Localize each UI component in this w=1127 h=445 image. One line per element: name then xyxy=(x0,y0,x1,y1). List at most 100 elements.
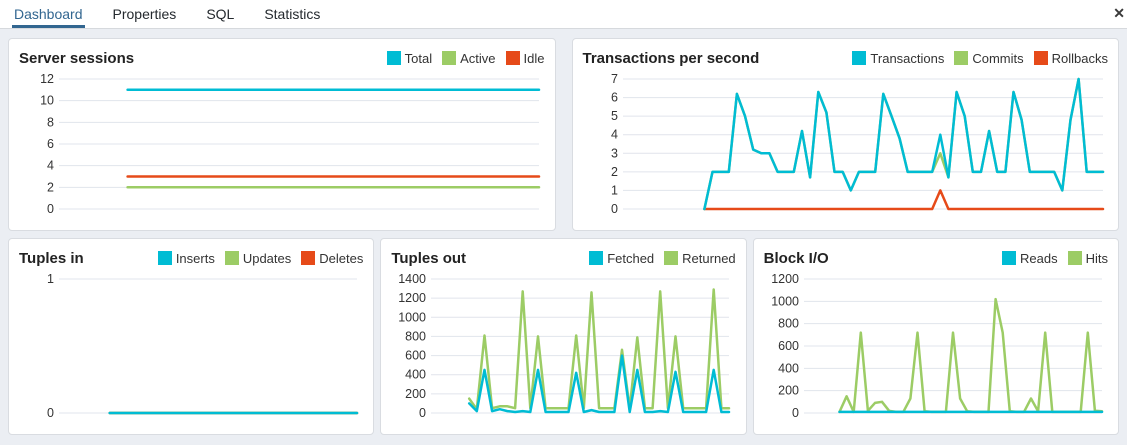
legend-label: Updates xyxy=(242,250,292,266)
chart-row-top: Server sessions Total Active Idle 0 2 4 6 8 10 1… xyxy=(8,38,1119,231)
legend: Fetched Returned xyxy=(589,250,736,266)
legend-swatch-transactions xyxy=(852,51,867,65)
legend-label: Transactions xyxy=(870,50,945,66)
series-fetched xyxy=(468,354,731,414)
svg-text:1200: 1200 xyxy=(399,291,427,305)
legend-label: Inserts xyxy=(175,250,215,266)
legend-item-rollbacks: Rollbacks xyxy=(1033,50,1108,66)
svg-text:4: 4 xyxy=(47,159,54,173)
legend-label: Reads xyxy=(1020,250,1058,266)
tuples-out-svg: 0 200 400 600 800 1000 1200 1400 xyxy=(399,272,731,420)
panel-title: Block I/O xyxy=(763,249,829,267)
legend-label: Idle xyxy=(523,50,545,66)
legend-item-idle: Idle xyxy=(505,50,545,66)
legend: Inserts Updates Deletes xyxy=(157,250,363,266)
server-sessions-svg: 0 2 4 6 8 10 12 xyxy=(40,72,541,216)
svg-text:0: 0 xyxy=(792,406,799,420)
tab-strip: Dashboard Properties SQL Statistics xyxy=(12,0,348,28)
panel-title: Tuples in xyxy=(19,249,84,267)
legend-label: Returned xyxy=(682,250,736,266)
svg-text:1400: 1400 xyxy=(399,272,427,286)
legend-item-inserts: Inserts xyxy=(157,250,215,266)
svg-text:800: 800 xyxy=(405,329,426,343)
svg-text:7: 7 xyxy=(611,72,618,86)
tuples-in-svg: 01 xyxy=(47,272,359,420)
tab-bar: Dashboard Properties SQL Statistics ✕ xyxy=(0,0,1127,29)
legend-label: Fetched xyxy=(607,250,655,266)
svg-text:400: 400 xyxy=(778,361,799,375)
legend-swatch-reads xyxy=(1002,251,1017,265)
svg-text:1200: 1200 xyxy=(771,272,799,286)
series-hits xyxy=(837,297,1103,414)
legend-swatch-active xyxy=(442,51,457,65)
tab-dashboard[interactable]: Dashboard xyxy=(12,0,85,28)
svg-text:12: 12 xyxy=(40,72,54,86)
panel-header: Transactions per second Transactions Comm… xyxy=(583,46,1109,70)
svg-text:400: 400 xyxy=(405,368,426,382)
svg-text:200: 200 xyxy=(778,384,799,398)
svg-text:600: 600 xyxy=(405,349,426,363)
block-i-o-svg: 0 200 400 600 800 1000 1200 xyxy=(771,272,1103,420)
svg-text:6: 6 xyxy=(611,91,618,105)
legend-item-hits: Hits xyxy=(1067,251,1108,266)
legend-label: Active xyxy=(460,50,496,66)
panel-tuples-out: Tuples out Fetched Returned 0 200 400 600 800… xyxy=(380,238,747,435)
legend: Total Active Idle xyxy=(386,50,545,66)
svg-text:0: 0 xyxy=(47,406,54,420)
legend-swatch-commits xyxy=(954,51,969,65)
svg-text:2: 2 xyxy=(611,165,618,179)
legend-item-commits: Commits xyxy=(954,51,1024,66)
svg-text:4: 4 xyxy=(611,128,618,142)
legend-label: Total xyxy=(404,50,433,66)
svg-text:0: 0 xyxy=(611,202,618,216)
svg-text:1000: 1000 xyxy=(771,294,799,308)
transactions-per-second-chart: 0 1 2 3 4 5 6 7 xyxy=(583,70,1109,222)
panel-block-io: Block I/O Reads Hits 0 200 400 600 800 1000 120… xyxy=(752,238,1119,435)
svg-text:1: 1 xyxy=(611,183,618,197)
series-commits xyxy=(702,77,1104,211)
svg-text:600: 600 xyxy=(778,339,799,353)
dashboard-main: Server sessions Total Active Idle 0 2 4 6 8 10 1… xyxy=(0,29,1127,443)
legend-item-returned: Returned xyxy=(664,250,736,266)
legend-label: Deletes xyxy=(319,250,364,266)
legend: Transactions Commits Rollbacks xyxy=(852,51,1108,66)
tab-sql[interactable]: SQL xyxy=(206,5,235,22)
legend-swatch-deletes xyxy=(301,251,316,265)
panel-transactions-per-second: Transactions per second Transactions Comm… xyxy=(571,38,1119,231)
panel-title: Transactions per second xyxy=(582,49,760,67)
server-sessions-chart: 0 2 4 6 8 10 12 xyxy=(19,70,545,222)
svg-text:8: 8 xyxy=(47,115,54,129)
block-io-chart: 0 200 400 600 800 1000 1200 xyxy=(764,270,1108,426)
legend-swatch-idle xyxy=(505,51,520,65)
series-returned xyxy=(468,288,731,411)
legend-item-fetched: Fetched xyxy=(589,251,654,266)
series-rollbacks xyxy=(702,189,1104,211)
legend-label: Rollbacks xyxy=(1051,50,1108,66)
legend-item-total: Total xyxy=(386,50,433,66)
close-icon[interactable]: ✕ xyxy=(1113,5,1125,21)
legend: Reads Hits xyxy=(1002,251,1108,266)
panel-header: Server sessions Total Active Idle xyxy=(19,46,545,70)
svg-text:5: 5 xyxy=(611,109,618,123)
legend-item-deletes: Deletes xyxy=(301,251,363,266)
svg-text:800: 800 xyxy=(778,317,799,331)
tuples-out-chart: 0 200 400 600 800 1000 1200 1400 xyxy=(391,270,735,426)
legend-swatch-inserts xyxy=(157,251,172,265)
svg-text:1000: 1000 xyxy=(399,310,427,324)
legend-item-active: Active xyxy=(442,50,496,66)
svg-text:2: 2 xyxy=(47,180,54,194)
svg-text:6: 6 xyxy=(47,137,54,151)
tab-statistics[interactable]: Statistics xyxy=(264,5,321,22)
panel-title: Tuples out xyxy=(391,249,467,267)
legend-item-transactions: Transactions xyxy=(852,51,944,66)
panel-header: Tuples out Fetched Returned xyxy=(391,246,735,270)
legend-item-reads: Reads xyxy=(1002,251,1058,266)
legend-swatch-total xyxy=(386,51,401,65)
svg-text:200: 200 xyxy=(405,387,426,401)
svg-text:1: 1 xyxy=(47,272,54,286)
tab-properties[interactable]: Properties xyxy=(112,5,177,22)
legend-swatch-updates xyxy=(224,251,239,265)
